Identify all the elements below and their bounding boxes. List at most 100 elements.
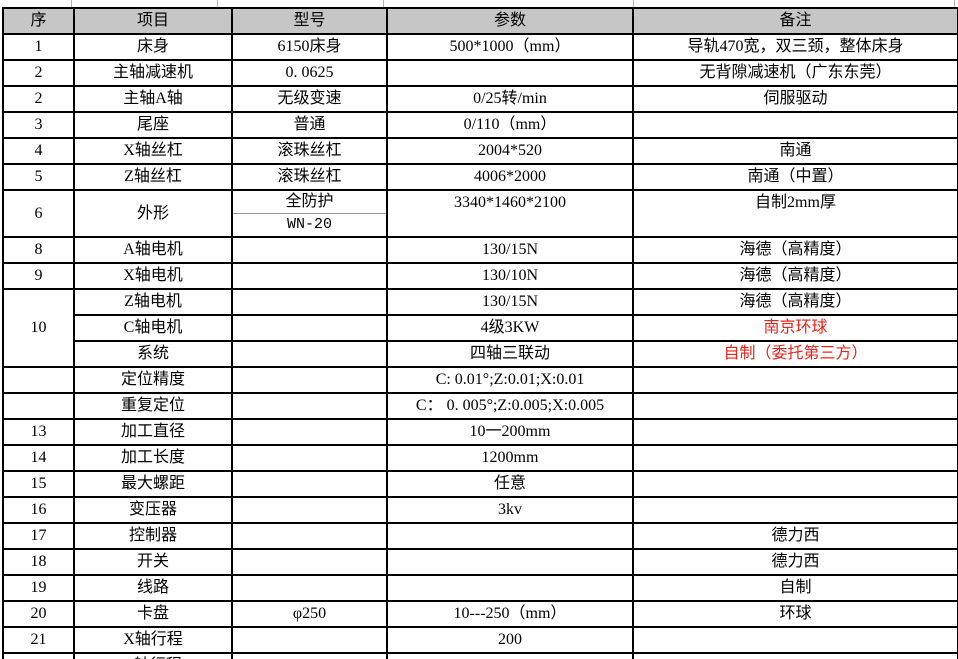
cell-seq: 3 [2,111,75,139]
cell-item: 系统 [73,340,233,368]
table-row: 重复定位 C： 0. 005°;Z:0.005;X:0.005 [2,392,958,420]
cell-model [231,574,388,602]
cell-note: 南通 [632,137,958,165]
cell-model: 滚珠丝杠 [231,163,388,191]
cell-seq: 2 [2,59,75,87]
cell-note: 海德（高精度） [632,236,958,264]
table-row-waixing: 6 外形 全防护 WN-20 3340*1460*2100 自制2mm厚 [2,189,958,238]
table-row: 10 Z轴电机 130/15N 海德（高精度） [2,288,958,368]
cell-note [632,652,958,659]
cell-seq: 22 [2,652,75,659]
cell-param [386,574,634,602]
cell-item: 加工长度 [73,444,233,472]
cell-seq: 2 [2,85,75,113]
table-row: 系统 四轴三联动 自制（委托第三方） [3,340,958,368]
spec-table: 序 项目 型号 参数 备注 1 床身 6150床身 500*1000（mm） 导… [2,7,958,659]
cell-seq: 19 [2,574,75,602]
column-header-param: 参数 [386,7,634,35]
table-row: 1 床身 6150床身 500*1000（mm） 导轨470宽，双三颈，整体床身 [2,33,958,61]
cell-seq-merged: 10 [2,288,75,368]
cell-seq: 13 [2,418,75,446]
table-row: 18 开关 德力西 [2,548,958,576]
cell-note: 自制 [632,574,958,602]
table-row: 2 主轴减速机 0. 0625 无背隙减速机（广东东莞） [2,59,958,87]
cell-item: X轴丝杠 [73,137,233,165]
cell-seq [2,366,75,394]
cell-model [231,314,388,342]
cell-param: 0/25转/min [386,85,634,113]
cell-note [632,470,958,498]
cell-param [386,522,634,550]
cell-note: 海德（高精度） [632,262,958,290]
cell-note: 海德（高精度） [632,288,958,316]
cell-model [231,262,388,290]
cell-param: C: 0.01°;Z:0.01;X:0.01 [386,366,634,394]
cell-param: 130/15N [386,288,634,316]
header-row: 序 项目 型号 参数 备注 [2,7,958,35]
column-header-seq: 序 [2,7,75,35]
cell-item: 重复定位 [73,392,233,420]
cell-note-red: 自制（委托第三方） [632,340,958,368]
cell-param: 4级3KW [386,314,634,342]
cell-param: 10一200mm [386,418,634,446]
cell-seq [2,392,75,420]
table-row: 15 最大螺距 任意 [2,470,958,498]
cell-note: 导轨470宽，双三颈，整体床身 [632,33,958,61]
cell-seq: 5 [2,163,75,191]
gridline-stub [954,0,955,7]
cell-seq: 14 [2,444,75,472]
cell-note: 无背隙减速机（广东东莞） [632,59,958,87]
cell-note [632,418,958,446]
column-header-item: 项目 [73,7,233,35]
cell-seq: 20 [2,600,75,628]
cell-model [231,496,388,524]
cell-param: 4006*2000 [386,163,634,191]
cell-item: Z轴丝杠 [73,163,233,191]
cell-model [231,548,388,576]
model-top: 全防护 [234,192,385,214]
table-row: 定位精度 C: 0.01°;Z:0.01;X:0.01 [2,366,958,394]
cell-item: 开关 [73,548,233,576]
model-split-wrap: 全防护 WN-20 [234,192,385,235]
cell-model [231,366,388,394]
gridline-stub [217,0,218,7]
cell-seq: 9 [2,262,75,290]
cell-note: 南通（中置） [632,163,958,191]
cell-seq: 16 [2,496,75,524]
table-row: 14 加工长度 1200mm [2,444,958,472]
cell-note-red: 南京环球 [632,314,958,342]
cell-model: 6150床身 [231,33,388,61]
table-row: 21 X轴行程 200 [2,626,958,654]
cell-param: 130/15N [386,236,634,264]
cell-model [231,418,388,446]
table-row: 8 A轴电机 130/15N 海德（高精度） [2,236,958,264]
cell-note: 伺服驱动 [632,85,958,113]
cell-seq: 18 [2,548,75,576]
cell-item: 变压器 [73,496,233,524]
cell-item: 主轴减速机 [73,59,233,87]
cell-param: 1200mm [386,444,634,472]
cell-seq: 8 [2,236,75,264]
table-row: 19 线路 自制 [2,574,958,602]
cell-model [231,470,388,498]
cell-item: C轴电机 [73,314,233,342]
cell-model [231,522,388,550]
table-row: 5 Z轴丝杠 滚珠丝杠 4006*2000 南通（中置） [2,163,958,191]
gridline-stub [383,0,384,7]
cell-seq: 4 [2,137,75,165]
cell-note [632,626,958,654]
cell-model [231,444,388,472]
cell-param: 130/10N [386,262,634,290]
cell-item: 线路 [73,574,233,602]
column-header-note: 备注 [632,7,958,35]
cell-param: 500*1000（mm） [386,33,634,61]
cell-seq: 17 [2,522,75,550]
cell-item: 加工直径 [73,418,233,446]
cell-note: 自制2mm厚 [632,189,958,238]
cell-item: Z轴电机 [73,288,233,316]
table-row: 4 X轴丝杠 滚珠丝杠 2004*520 南通 [2,137,958,165]
cell-model [231,340,388,368]
cell-param: 3340*1460*2100 [386,189,634,238]
cell-seq: 21 [2,626,75,654]
